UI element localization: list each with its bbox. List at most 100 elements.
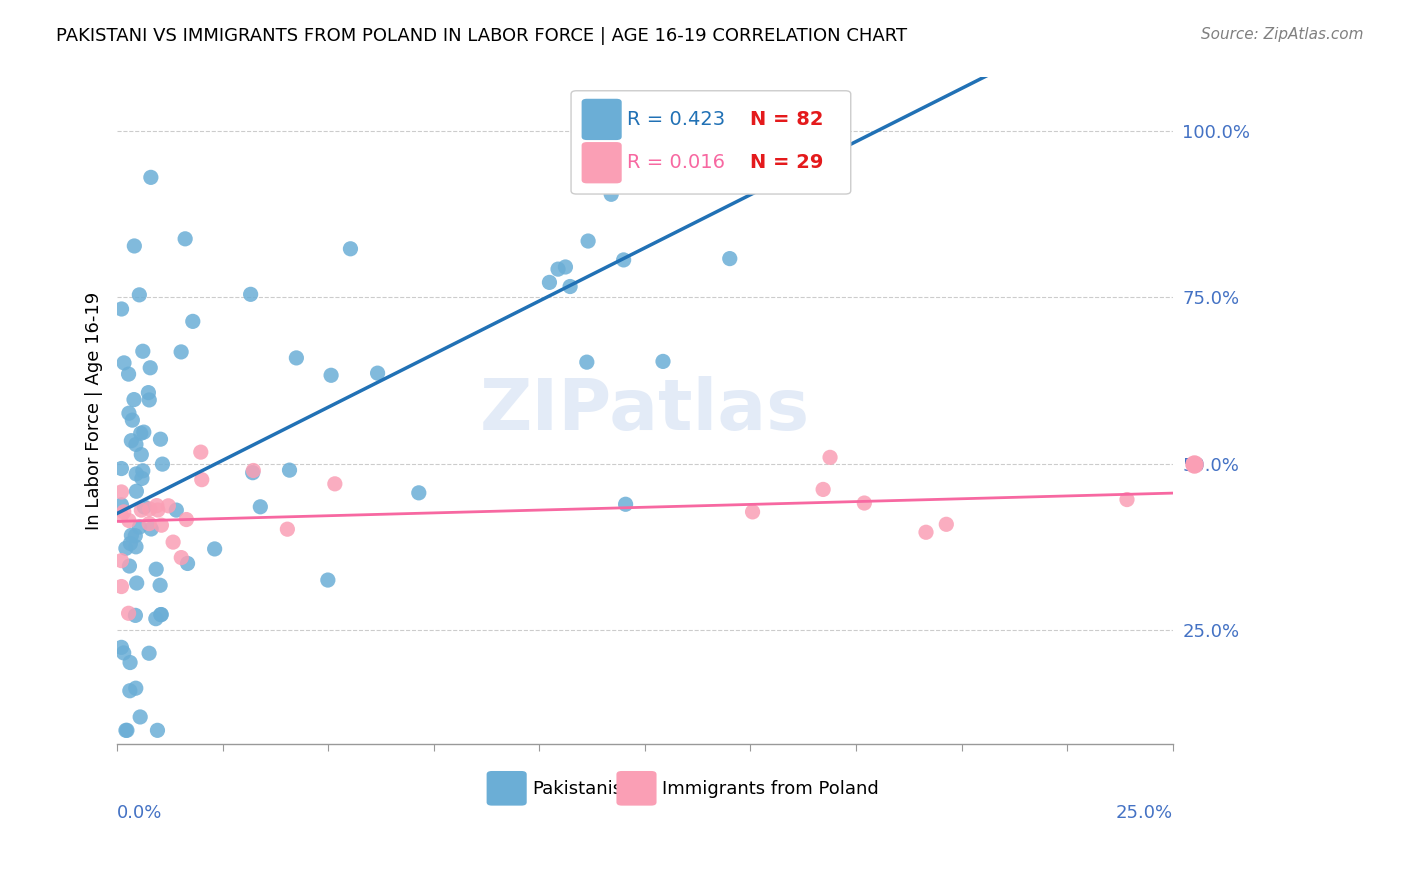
Point (125, 681, 148, 696)
Point (613, 252, 636, 267)
Point (146, 503, 169, 517)
FancyBboxPatch shape (571, 91, 851, 194)
Point (121, 413, 143, 427)
Point (1116, 492, 1139, 507)
Text: Source: ZipAtlas.com: Source: ZipAtlas.com (1201, 27, 1364, 42)
Point (276, 522, 298, 536)
Point (150, 607, 173, 622)
Point (125, 437, 148, 451)
Point (132, 344, 155, 359)
Point (603, 111, 626, 125)
Point (125, 576, 148, 591)
Point (157, 499, 180, 513)
Point (110, 640, 132, 655)
Text: 0.0%: 0.0% (117, 804, 163, 822)
Point (408, 486, 430, 500)
Text: ZIPatlas: ZIPatlas (479, 376, 810, 445)
Y-axis label: In Labor Force | Age 16-19: In Labor Force | Age 16-19 (86, 292, 103, 530)
Point (538, 276, 561, 290)
Point (128, 288, 150, 302)
Point (110, 580, 132, 594)
Point (554, 260, 576, 274)
Point (124, 608, 146, 623)
Point (204, 541, 226, 556)
Point (132, 425, 155, 439)
FancyBboxPatch shape (582, 142, 621, 184)
Point (110, 498, 132, 512)
Point (162, 535, 184, 549)
Point (112, 505, 135, 519)
Point (547, 262, 569, 277)
Point (149, 432, 172, 446)
Point (118, 514, 141, 528)
Point (125, 484, 148, 499)
Point (118, 559, 141, 574)
Point (138, 502, 160, 516)
Point (118, 683, 141, 698)
Point (146, 499, 169, 513)
Point (125, 467, 148, 481)
Point (190, 445, 212, 459)
Point (110, 485, 132, 500)
Point (112, 356, 135, 370)
Point (323, 476, 346, 491)
Text: Pakistanis: Pakistanis (531, 780, 621, 798)
Point (170, 345, 193, 359)
Point (319, 368, 342, 383)
Point (242, 463, 264, 477)
Point (652, 354, 675, 368)
Point (115, 541, 138, 556)
Point (124, 239, 146, 253)
Text: 25.0%: 25.0% (1115, 804, 1173, 822)
Point (117, 607, 139, 621)
Point (575, 355, 598, 369)
Point (145, 562, 167, 576)
Point (115, 723, 138, 738)
Point (138, 646, 160, 660)
Point (129, 426, 152, 441)
Point (149, 578, 172, 592)
Point (176, 512, 198, 526)
Point (118, 406, 141, 420)
Point (150, 518, 173, 533)
Point (316, 573, 339, 587)
Point (600, 187, 623, 202)
Point (181, 314, 204, 328)
Point (149, 607, 172, 622)
Point (120, 528, 142, 542)
Text: N = 82: N = 82 (751, 110, 824, 129)
Point (741, 505, 763, 519)
Point (131, 448, 153, 462)
Text: R = 0.016: R = 0.016 (627, 153, 725, 172)
Point (242, 466, 264, 480)
Point (170, 550, 193, 565)
Point (558, 279, 581, 293)
Point (120, 434, 142, 448)
Point (695, 111, 717, 125)
Text: Immigrants from Poland: Immigrants from Poland (662, 780, 879, 798)
FancyBboxPatch shape (582, 99, 621, 140)
Point (614, 497, 637, 511)
Point (818, 450, 841, 465)
Point (122, 392, 145, 407)
Point (811, 483, 834, 497)
Point (131, 471, 153, 485)
Point (174, 232, 197, 246)
Point (935, 517, 957, 532)
Point (131, 503, 153, 517)
Point (176, 557, 198, 571)
FancyBboxPatch shape (486, 771, 527, 805)
Point (138, 516, 160, 531)
Point (124, 529, 146, 543)
Point (915, 525, 938, 540)
Point (120, 536, 142, 550)
Text: PAKISTANI VS IMMIGRANTS FROM POLAND IN LABOR FORCE | AGE 16-19 CORRELATION CHART: PAKISTANI VS IMMIGRANTS FROM POLAND IN L… (56, 27, 907, 45)
Point (853, 496, 876, 510)
Point (141, 522, 163, 536)
Point (191, 473, 214, 487)
Point (134, 500, 156, 514)
Point (110, 301, 132, 316)
Text: R = 0.423: R = 0.423 (627, 110, 725, 129)
Point (139, 170, 162, 185)
Point (145, 612, 167, 626)
